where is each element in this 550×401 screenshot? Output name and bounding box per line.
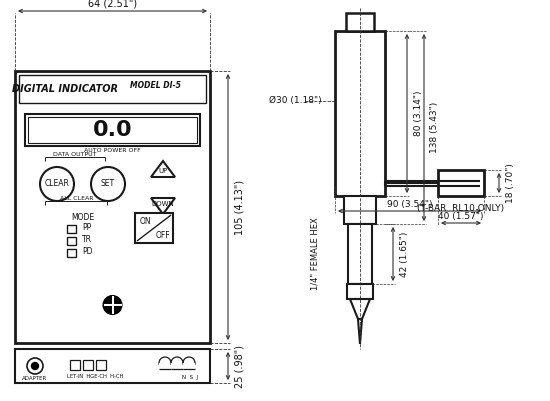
- Bar: [159, 363, 171, 373]
- Bar: [19, 75, 206, 103]
- Bar: [67, 249, 76, 257]
- Text: (T-BAR  RL10 ONLY): (T-BAR RL10 ONLY): [417, 203, 504, 213]
- Bar: [347, 284, 373, 299]
- Text: UP: UP: [158, 168, 168, 174]
- Text: ON: ON: [139, 217, 151, 225]
- Bar: [96, 360, 106, 370]
- Text: 42 (1.65"): 42 (1.65"): [399, 231, 409, 277]
- Circle shape: [103, 296, 122, 314]
- Bar: [67, 237, 76, 245]
- Bar: [348, 224, 372, 284]
- Text: 25 (.98"): 25 (.98"): [235, 344, 245, 387]
- Text: 40 (1.57"): 40 (1.57"): [438, 211, 484, 221]
- Text: MODE: MODE: [72, 213, 95, 223]
- Bar: [83, 360, 93, 370]
- Text: PD: PD: [82, 247, 92, 257]
- Text: OFF: OFF: [156, 231, 170, 239]
- Text: DATA OUTPUT: DATA OUTPUT: [53, 152, 97, 156]
- Bar: [346, 13, 374, 31]
- Bar: [135, 213, 173, 243]
- Text: MODEL DI-5: MODEL DI-5: [130, 81, 180, 89]
- Text: 90 (3.54"): 90 (3.54"): [387, 200, 432, 209]
- Text: PP: PP: [82, 223, 91, 233]
- Bar: [15, 349, 210, 383]
- Bar: [25, 114, 200, 146]
- Text: 105 (4.13"): 105 (4.13"): [235, 179, 245, 235]
- Text: DOWN: DOWN: [152, 201, 174, 207]
- Text: 0.0: 0.0: [93, 120, 133, 140]
- Text: AUTO POWER OFF: AUTO POWER OFF: [84, 148, 141, 152]
- Text: 138 (5.43"): 138 (5.43"): [431, 102, 439, 153]
- Text: Ø30 (1.18"): Ø30 (1.18"): [269, 97, 321, 105]
- Text: SET: SET: [101, 180, 115, 188]
- Text: 64 (2.51"): 64 (2.51"): [88, 0, 137, 9]
- Text: 1/4" FEMALE HEX: 1/4" FEMALE HEX: [311, 218, 320, 290]
- Text: DIGITAL INDICATOR: DIGITAL INDICATOR: [12, 84, 118, 94]
- Bar: [67, 225, 76, 233]
- Bar: [183, 363, 195, 373]
- Text: LET-IN  HGE-CH  H-CH: LET-IN HGE-CH H-CH: [67, 375, 123, 379]
- Bar: [344, 196, 376, 224]
- Bar: [70, 360, 80, 370]
- Bar: [15, 71, 210, 343]
- Text: 80 (3.14"): 80 (3.14"): [414, 91, 422, 136]
- Text: CLEAR: CLEAR: [45, 180, 69, 188]
- Text: ALL CLEAR: ALL CLEAR: [60, 196, 94, 200]
- Bar: [438, 170, 484, 196]
- Text: TR: TR: [82, 235, 92, 245]
- Text: ADAPTER: ADAPTER: [23, 375, 48, 381]
- Bar: [28, 117, 197, 143]
- Bar: [171, 363, 183, 373]
- Bar: [335, 31, 385, 196]
- Text: 18 (.70"): 18 (.70"): [505, 163, 514, 203]
- Circle shape: [31, 363, 38, 369]
- Text: N  S  J: N S J: [182, 375, 198, 379]
